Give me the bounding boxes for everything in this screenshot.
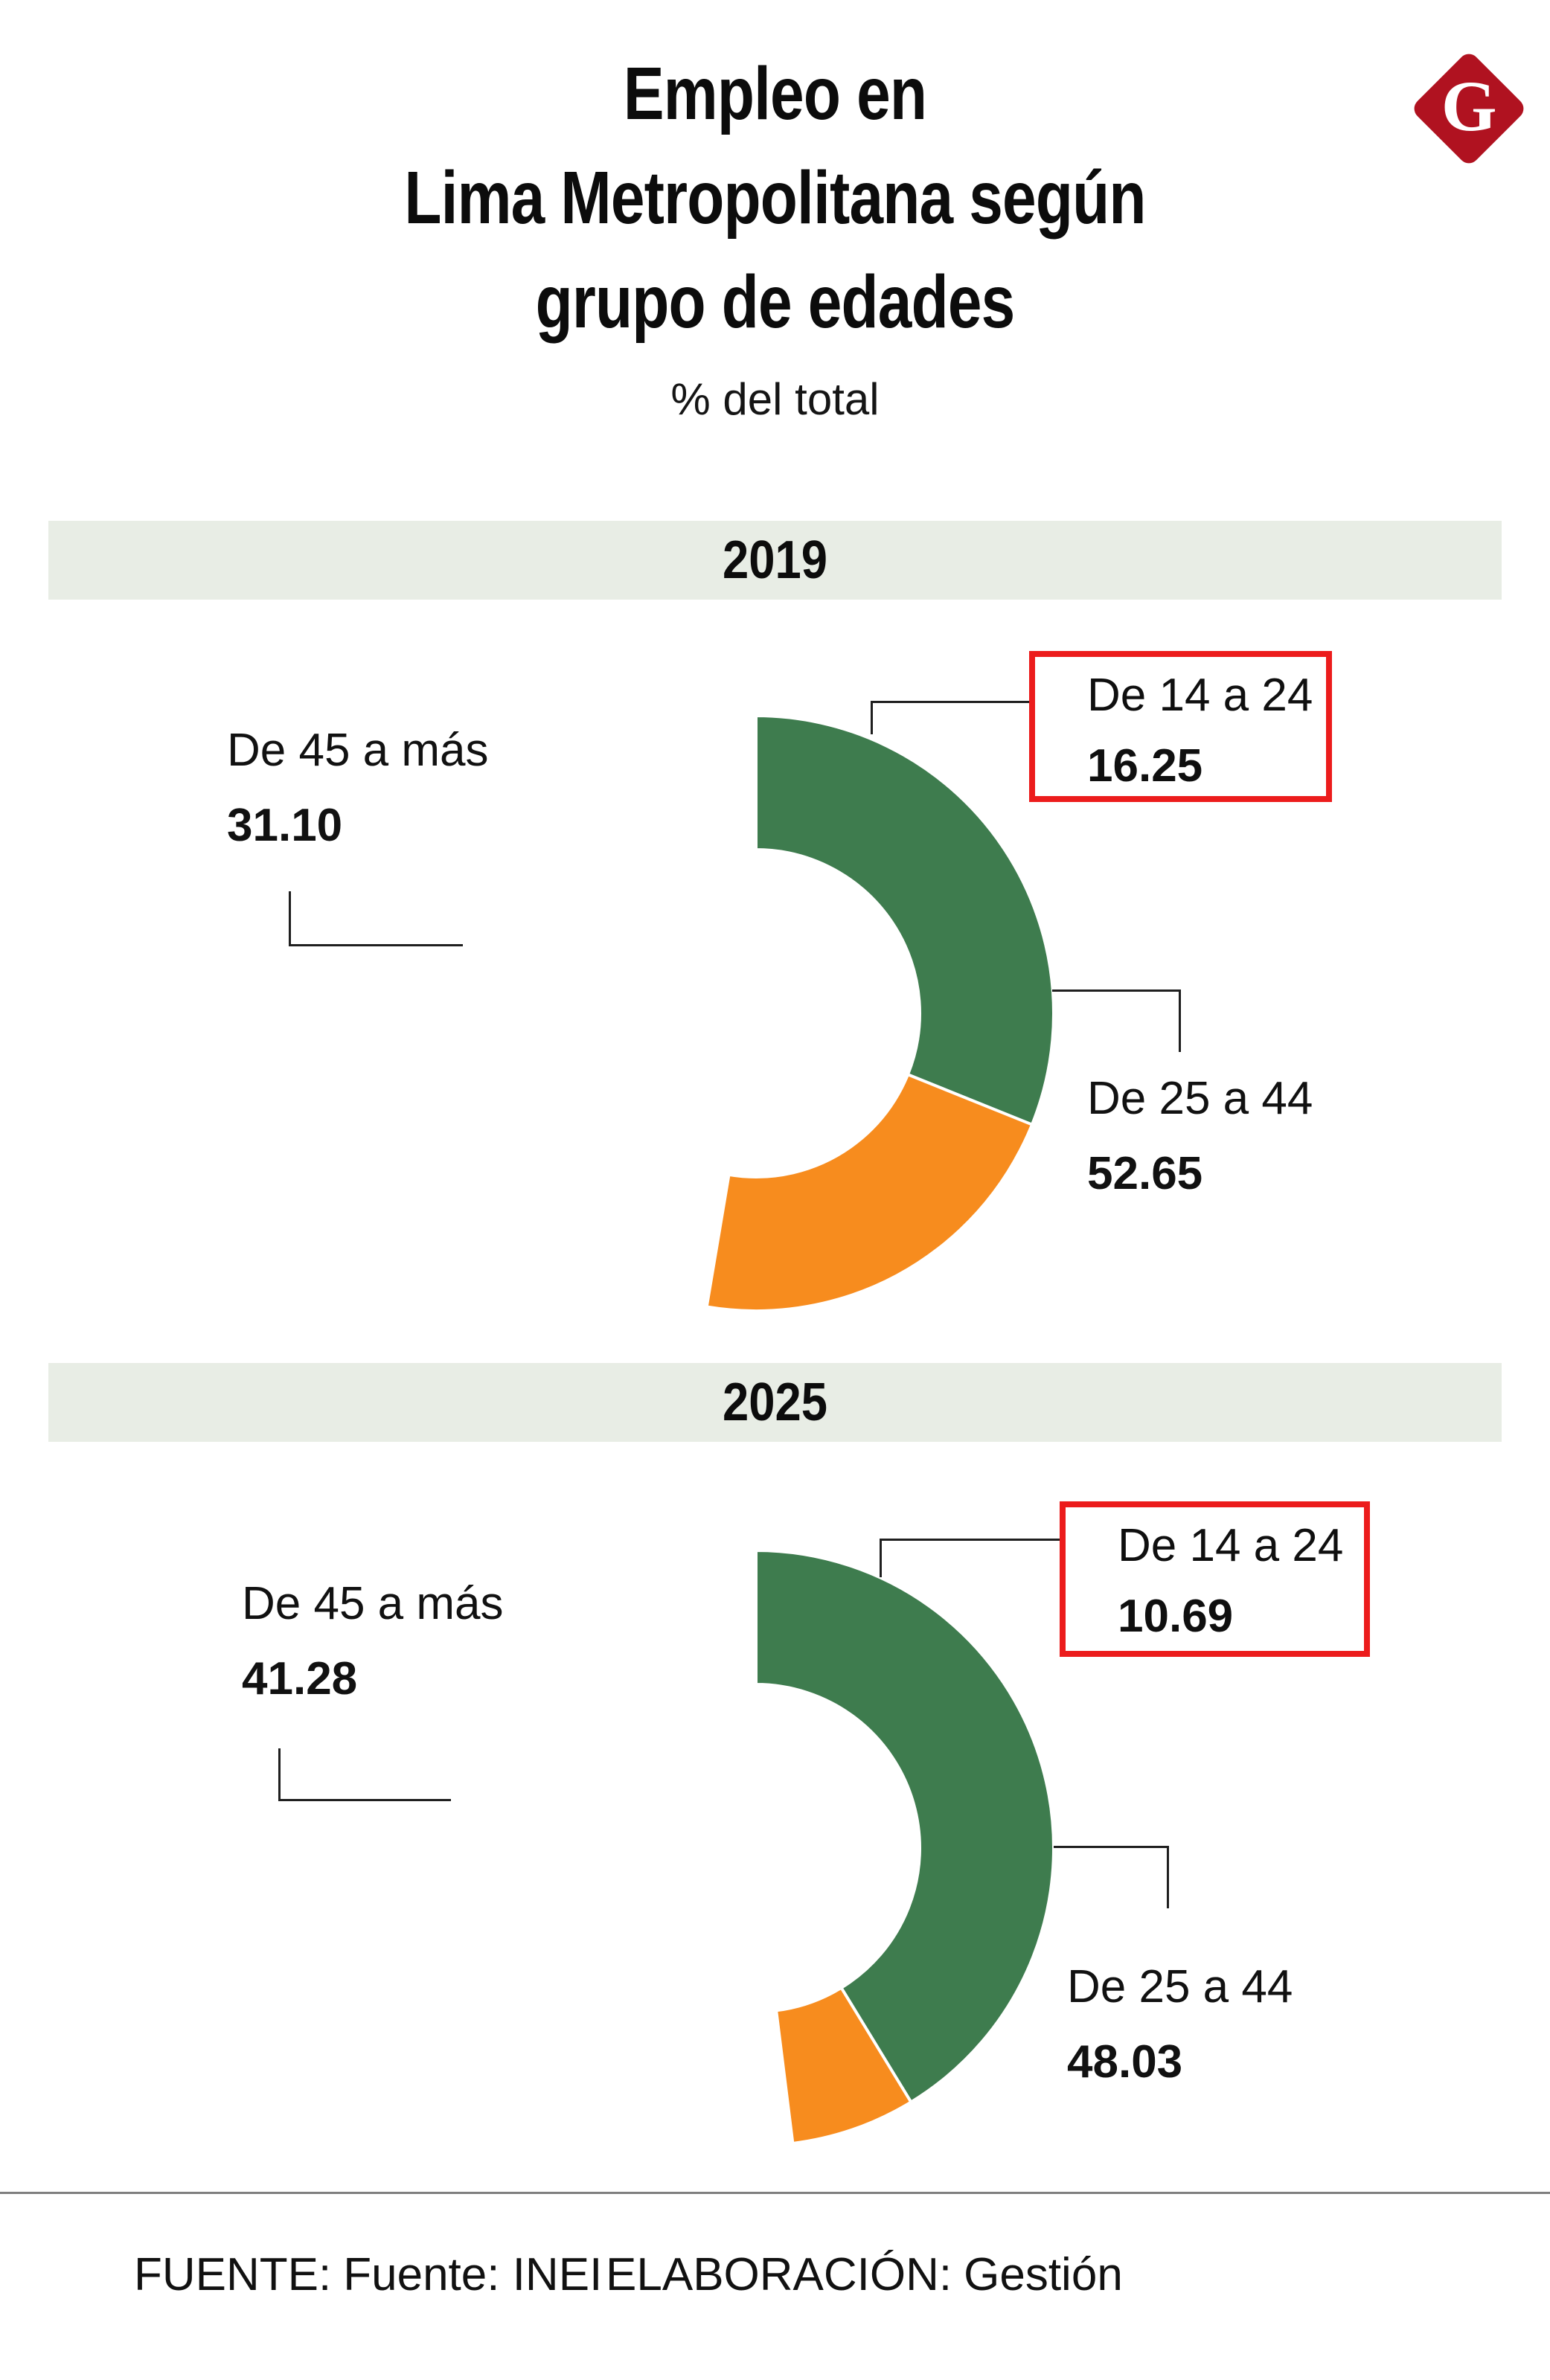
year-band-2019: 2019 — [48, 521, 1502, 600]
slice-label-2025-de-45-a-mas: De 45 a más — [242, 1578, 504, 1629]
footer-source-label: FUENTE: — [134, 2249, 332, 2300]
slice-label-2019-de-14-a-24: De 14 a 24 — [1087, 670, 1313, 721]
leader-line-2025-de-25-a-44 — [1054, 1846, 1169, 1908]
footer-elaboration-label: ELABORACIÓN: — [606, 2249, 952, 2300]
donut-slice-2019-de-45-a-mas — [755, 713, 1055, 1127]
slice-callout-2019-de-45-a-mas: De 45 a más 31.10 — [227, 713, 489, 863]
leader-line-2019-de-25-a-44 — [1052, 989, 1181, 1052]
footer-source: FUENTE: Fuente: INEI — [134, 2249, 602, 2301]
gestion-logo-letter: G — [1441, 65, 1497, 146]
slice-label-2025-de-14-a-24: De 14 a 24 — [1118, 1520, 1344, 1571]
title-line-2: Lima Metropolitana según — [404, 156, 1146, 240]
slice-label-2019-de-25-a-44: De 25 a 44 — [1087, 1073, 1313, 1124]
slice-value-2019-de-45-a-mas: 31.10 — [227, 800, 343, 851]
slice-label-2025-de-25-a-44: De 25 a 44 — [1067, 1961, 1293, 2012]
footer-source-value: Fuente: INEI — [343, 2249, 603, 2300]
slice-value-2019-de-25-a-44: 52.65 — [1087, 1148, 1203, 1199]
slice-value-2025-de-45-a-mas: 41.28 — [242, 1653, 358, 1704]
year-label-2019: 2019 — [723, 530, 827, 590]
slice-label-2019-de-45-a-mas: De 45 a más — [227, 725, 489, 776]
leader-line-2025-de-14-a-24 — [880, 1539, 1060, 1577]
leader-line-2019-de-45-a-mas — [289, 891, 463, 946]
leader-line-2025-de-45-a-mas — [278, 1748, 451, 1801]
donut-slice-2025-de-45-a-mas — [755, 1548, 1055, 2105]
slice-callout-2019-de-25-a-44: De 25 a 44 52.65 — [1087, 1061, 1313, 1211]
slice-callout-2025-de-25-a-44: De 25 a 44 48.03 — [1067, 1949, 1293, 2100]
slice-value-2025-de-25-a-44: 48.03 — [1067, 2036, 1183, 2088]
highlight-box-2025-de-14-a-24: De 14 a 24 10.69 — [1060, 1501, 1370, 1657]
year-label-2025: 2025 — [723, 1373, 827, 1432]
title-line-3: grupo de edades — [535, 260, 1016, 344]
footer-elaboration: ELABORACIÓN: Gestión — [606, 2249, 1123, 2301]
slice-callout-2025-de-45-a-mas: De 45 a más 41.28 — [242, 1566, 504, 1716]
highlight-box-2019-de-14-a-24: De 14 a 24 16.25 — [1029, 651, 1332, 802]
page-title: Empleo en Lima Metropolitana según grupo… — [0, 42, 1550, 354]
footer-divider — [0, 2192, 1550, 2194]
year-band-2025: 2025 — [48, 1363, 1502, 1442]
slice-value-2025-de-14-a-24: 10.69 — [1118, 1591, 1234, 1642]
title-line-1: Empleo en — [623, 52, 927, 135]
donut-chart-2025 — [755, 1548, 1056, 2146]
slice-value-2019-de-14-a-24: 16.25 — [1087, 740, 1203, 792]
donut-chart-2019 — [705, 713, 1055, 1312]
footer-elaboration-value: Gestión — [964, 2249, 1123, 2300]
page-subtitle: % del total — [670, 374, 880, 424]
leader-line-2019-de-14-a-24 — [871, 701, 1029, 734]
